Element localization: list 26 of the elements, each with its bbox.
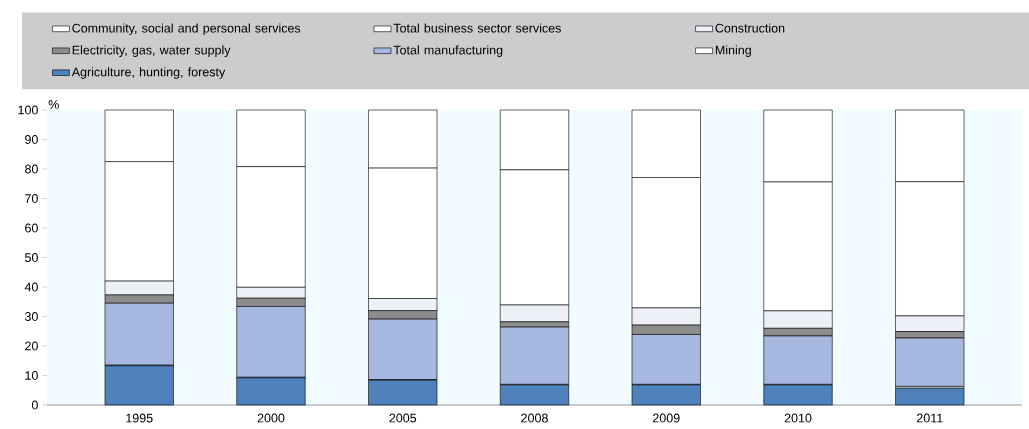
x-tick-label: 2008 <box>521 413 548 423</box>
legend-label: Community, social and personal services <box>72 23 301 36</box>
x-tick-label: 2000 <box>257 413 285 423</box>
y-axis-title: % <box>48 100 59 109</box>
y-tick-label: 20 <box>25 341 38 351</box>
x-tick-label: 2009 <box>652 413 680 423</box>
y-tick-label: 0 <box>31 400 38 410</box>
legend-label: Electricity, gas, water supply <box>72 45 231 57</box>
x-tick-label: 2005 <box>389 413 417 423</box>
y-tick-label: 50 <box>24 253 38 262</box>
y-tick-label: 80 <box>25 164 38 174</box>
y-tick-label: 10 <box>25 371 38 380</box>
y-tick-label: 30 <box>24 312 38 321</box>
y-tick-label: 70 <box>25 194 38 203</box>
legend-label: Agriculture, hunting, foresty <box>71 67 226 79</box>
x-tick-label: 2011 <box>916 413 943 423</box>
legend-label: Mining <box>715 45 751 57</box>
legend-label: Total manufacturing <box>393 45 503 57</box>
legend-label: Total business sector services <box>393 23 561 33</box>
y-tick-label: 90 <box>25 135 38 144</box>
y-tick-label: 40 <box>24 282 38 292</box>
legend-label: Construction <box>715 23 785 33</box>
y-tick-label: 100 <box>18 105 38 115</box>
x-tick-label: 2010 <box>784 413 812 423</box>
x-tick-label: 1995 <box>126 413 153 423</box>
y-tick-label: 60 <box>25 223 38 233</box>
